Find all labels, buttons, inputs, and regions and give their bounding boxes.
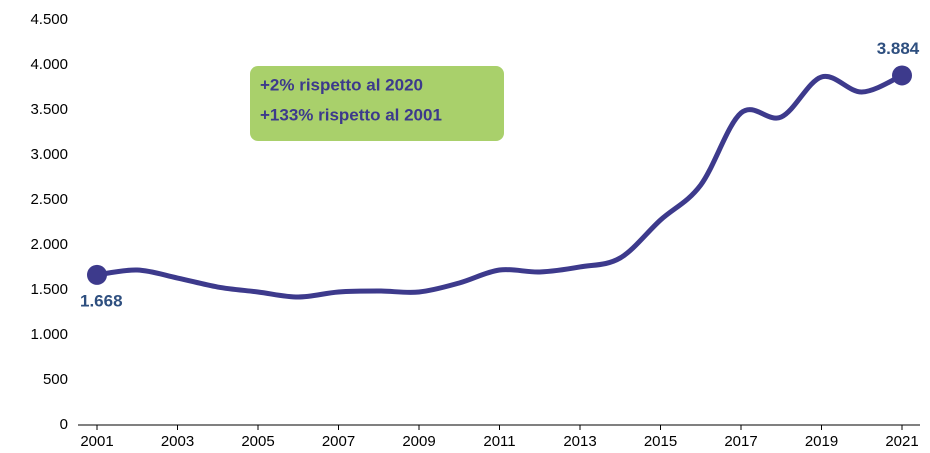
y-tick-label: 500: [43, 371, 68, 388]
line: [94, 72, 905, 300]
y-tick-label: 1.000: [30, 326, 68, 343]
data-label: 3.884: [877, 39, 920, 58]
annotation: +2% rispetto al 2020: [260, 75, 423, 94]
point: [892, 65, 912, 86]
y-tick-label: 0: [60, 416, 68, 433]
x-tick-label: 2011: [483, 433, 515, 450]
x-tick-label: 2001: [80, 433, 113, 450]
x-tick-label: 2009: [402, 433, 435, 450]
x-tick-label: 2019: [805, 433, 838, 450]
point: [87, 264, 107, 285]
x-tick-label: 2007: [322, 433, 355, 450]
y-tick-label: 1.500: [30, 281, 68, 298]
y-tick-label: 2.500: [30, 191, 68, 208]
x-tick-label: 2003: [161, 433, 194, 450]
y-tick-label: 4.500: [30, 11, 68, 28]
y-tick-label: 4.000: [30, 56, 68, 73]
x-tick-label: 2015: [644, 433, 677, 450]
y-tick-label: 2.000: [30, 236, 68, 253]
x-tick-label: 2005: [241, 433, 274, 450]
x-tick-label: 2021: [885, 433, 918, 450]
y-tick-label: 3.500: [30, 101, 68, 118]
x-tick-label: 2017: [724, 433, 757, 450]
annotation: +133% rispetto al 2001: [260, 105, 442, 124]
y-tick-label: 3.000: [30, 146, 68, 163]
x-tick-label: 2013: [563, 433, 596, 450]
data-label: 1.668: [80, 291, 123, 310]
annotation-box: [250, 66, 504, 141]
